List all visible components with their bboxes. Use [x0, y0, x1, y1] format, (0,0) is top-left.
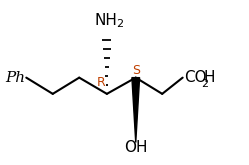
Text: 2: 2 [201, 79, 208, 89]
Text: OH: OH [124, 140, 147, 155]
Text: CO: CO [184, 70, 206, 85]
Text: H: H [204, 70, 215, 85]
Text: Ph: Ph [5, 71, 25, 85]
Text: S: S [132, 64, 140, 77]
Text: R: R [97, 76, 105, 89]
Text: NH: NH [94, 13, 117, 28]
Polygon shape [132, 78, 140, 143]
Text: 2: 2 [117, 19, 124, 29]
